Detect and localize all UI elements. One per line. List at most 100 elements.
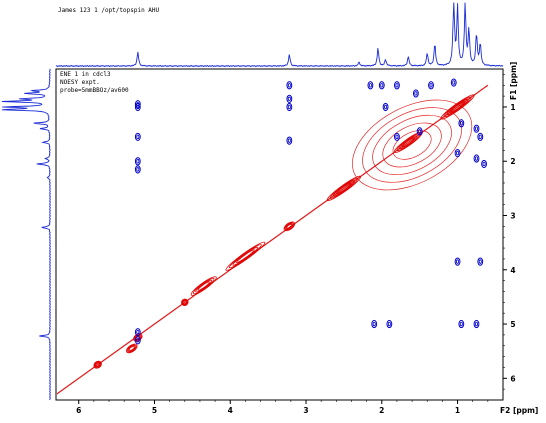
diagonal-peak-3-level-1: [181, 299, 188, 306]
diagonal-peak-5-level-2: [232, 246, 259, 266]
diagonal-peak-0-level-1: [94, 361, 102, 368]
cross-peak-30-inner: [459, 321, 463, 327]
diagonal-peak-7-level-3: [335, 182, 352, 195]
cross-peak-23: [416, 127, 423, 136]
f1-projection: [1, 68, 51, 401]
x-tick-label-0: 6: [76, 406, 81, 415]
cross-peak-6-inner: [136, 338, 140, 343]
cross-peak-16-inner: [429, 83, 433, 88]
diagonal-peak-3-level-0: [181, 298, 189, 307]
negative-blob-level-0: [352, 99, 473, 191]
x-tick-label-3: 3: [303, 406, 308, 415]
cross-peak-10-inner: [287, 138, 291, 143]
cross-peak-4-inner: [136, 167, 140, 172]
negative-blob-level-4: [392, 130, 432, 160]
cross-peak-22: [394, 132, 400, 141]
cross-peak-23-inner: [418, 129, 422, 134]
cross-peak-14-inner: [395, 83, 399, 88]
diagonal-peak-1-level-0: [126, 343, 138, 354]
cross-peak-28-inner: [372, 321, 376, 327]
cross-peak-1: [134, 102, 141, 112]
diagonal-peak-7-level-2: [332, 180, 356, 197]
cross-peak-6: [134, 336, 141, 345]
cross-peak-0: [134, 100, 141, 109]
diagonal-peak-8-level-3: [401, 137, 416, 148]
cross-peak-12: [378, 81, 385, 90]
diagonal-peak-1-level-1: [127, 344, 137, 353]
cross-peak-16: [428, 81, 434, 90]
f2-projection: [55, 2, 504, 68]
f2-projection-trace: [55, 2, 504, 68]
cross-peak-22-inner: [395, 134, 399, 140]
cross-peak-19-inner: [474, 126, 478, 131]
diagonal-peak-3-level-3: [182, 300, 188, 305]
cross-peak-7-inner: [287, 83, 291, 88]
cross-peak-21-inner: [482, 161, 486, 167]
cross-peak-25-inner: [474, 156, 478, 161]
plot-info: ENE 1 in cdcl3 NOESY expt. probe=5mmBBOz…: [60, 71, 129, 94]
cross-peak-1-inner: [136, 104, 140, 110]
cross-peak-12-inner: [380, 83, 384, 88]
diagonal-peak-4-level-3: [197, 281, 210, 291]
diagonal-peak-9-level-0: [440, 94, 475, 120]
y-tick-label-5: 6: [510, 374, 515, 383]
contour-area: [57, 78, 489, 395]
cross-peak-10: [286, 136, 293, 145]
cross-peak-11-inner: [368, 83, 372, 88]
diagonal-peak-8-level-1: [396, 133, 421, 152]
cross-peak-8-inner: [287, 96, 291, 102]
diagonal-peak-4-level-1: [193, 278, 215, 295]
cross-peak-7: [286, 81, 293, 90]
diagonal-peak-9-level-2: [446, 98, 469, 116]
cross-peak-29-inner: [387, 321, 391, 327]
cross-peak-5: [134, 328, 141, 337]
diagonal-peak-4-level-2: [195, 279, 213, 293]
plot-info-line-2: NOESY expt.: [60, 79, 100, 86]
cross-peak-3-inner: [136, 159, 140, 164]
diagonal-peak-6-level-2: [285, 223, 294, 230]
cross-peak-5-inner: [136, 329, 140, 335]
cross-peak-26: [454, 257, 461, 266]
cross-peak-30: [458, 319, 465, 329]
cross-peak-2-inner: [136, 134, 140, 140]
diagonal-peak-0-level-0: [93, 360, 102, 369]
cross-peak-13: [382, 102, 389, 112]
cross-peak-25: [473, 154, 480, 163]
cross-peak-24-inner: [456, 150, 460, 156]
diagonal-ridge: [57, 84, 489, 395]
y-tick-label-3: 4: [510, 266, 515, 275]
plot-info-line-3: probe=5mmBBOz/av600: [60, 87, 129, 94]
f1-axis: 1 2 3 4 5 6: [503, 74, 516, 390]
f1-axis-label: F1 [ppm]: [509, 62, 518, 100]
y-tick-label-0: 1: [510, 103, 515, 112]
y-tick-label-4: 5: [510, 320, 515, 329]
y-tick-label-2: 3: [510, 212, 515, 221]
cross-peak-29: [386, 319, 393, 329]
negative-blob-level-3: [382, 122, 442, 168]
cross-peak-27-inner: [478, 259, 482, 264]
diagonal-peak-0-level-2: [94, 362, 101, 368]
cross-peak-20: [477, 132, 484, 141]
cross-peak-0-inner: [136, 102, 140, 107]
cross-peak-17: [450, 78, 457, 87]
cross-peak-2: [134, 132, 141, 141]
cross-peak-13-inner: [384, 104, 388, 110]
cross-peak-15-inner: [414, 91, 418, 96]
cross-peak-15: [412, 89, 419, 98]
negative-blob-level-2: [372, 114, 452, 176]
diagonal-peak-8-level-2: [398, 135, 418, 150]
cross-peak-9-inner: [287, 104, 291, 110]
f2-axis: 6 5 4 3 2 1: [76, 400, 489, 415]
cross-peak-18: [458, 119, 465, 128]
x-tick-label-4: 2: [379, 406, 384, 415]
cross-peak-31: [473, 319, 480, 329]
diagonal-peak-7-level-0: [326, 175, 362, 201]
cross-peak-4: [134, 165, 141, 174]
diagonal-peak-9-level-3: [449, 101, 466, 113]
plot-frame: [55, 68, 504, 401]
diagonal-peak-5-level-3: [236, 249, 255, 264]
cross-peak-31-inner: [474, 321, 478, 327]
diagonal-peak-6-level-3: [286, 224, 293, 229]
y-tick-label-1: 2: [510, 157, 515, 166]
cross-peak-27: [477, 257, 484, 266]
